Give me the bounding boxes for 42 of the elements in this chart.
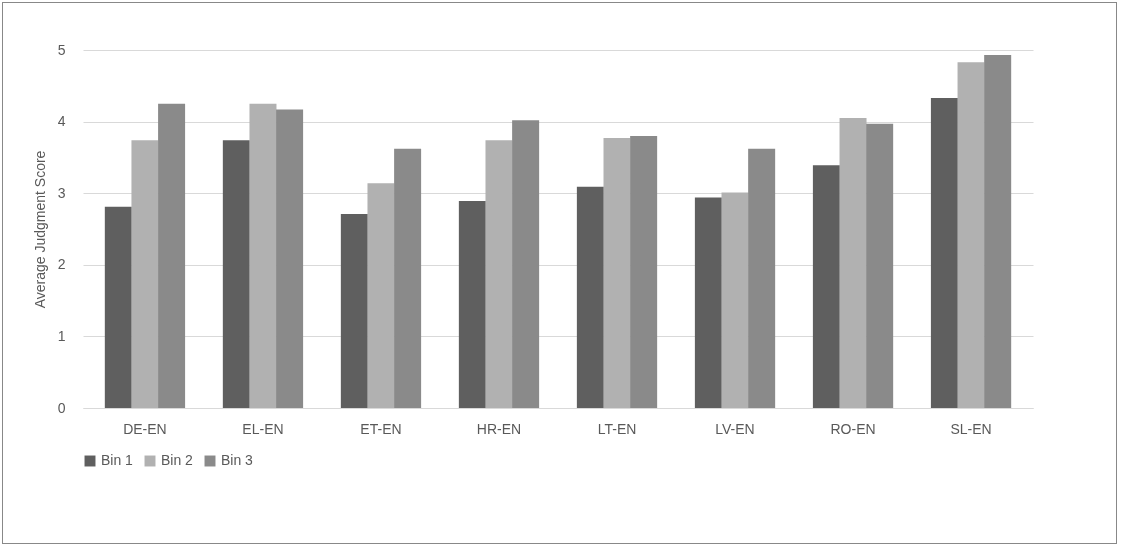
bar xyxy=(249,103,277,408)
bar xyxy=(748,148,776,408)
y-tick-label: 3 xyxy=(57,184,66,201)
x-tick-label: ET-EN xyxy=(360,420,402,437)
x-tick-label: RO-EN xyxy=(830,420,876,437)
bar xyxy=(694,197,722,408)
bar xyxy=(930,97,958,408)
bar xyxy=(576,186,604,408)
bar xyxy=(630,135,658,408)
x-tick-label: HR-EN xyxy=(476,420,522,437)
bar xyxy=(721,192,749,408)
bar xyxy=(866,123,894,408)
y-tick-label: 4 xyxy=(57,113,66,130)
bar xyxy=(104,206,132,408)
bar xyxy=(394,148,422,408)
y-tick-label: 5 xyxy=(57,41,66,58)
bar xyxy=(276,109,304,408)
x-tick-label: SL-EN xyxy=(950,420,992,437)
legend-label: Bin 2 xyxy=(161,452,194,468)
legend-label: Bin 1 xyxy=(101,452,134,468)
bar xyxy=(812,165,840,408)
bar xyxy=(340,213,368,408)
x-tick-label: LT-EN xyxy=(597,420,637,437)
bar xyxy=(603,138,631,408)
bar xyxy=(131,140,159,408)
x-tick-label: LV-EN xyxy=(715,420,755,437)
bar xyxy=(957,62,985,408)
bar xyxy=(458,201,486,408)
y-tick-label: 2 xyxy=(57,256,66,273)
bar xyxy=(158,103,186,408)
bar xyxy=(485,140,513,408)
y-tick-label: 0 xyxy=(57,399,66,416)
legend-label: Bin 3 xyxy=(221,452,254,468)
bar xyxy=(839,118,867,408)
x-tick-label: DE-EN xyxy=(123,420,167,437)
y-tick-label: 1 xyxy=(57,327,66,344)
bar xyxy=(367,183,395,408)
y-axis-title: Average Judgment Score xyxy=(31,150,48,309)
x-tick-label: EL-EN xyxy=(242,420,284,437)
bar xyxy=(984,55,1012,408)
bar xyxy=(512,120,540,408)
bar xyxy=(222,140,250,408)
